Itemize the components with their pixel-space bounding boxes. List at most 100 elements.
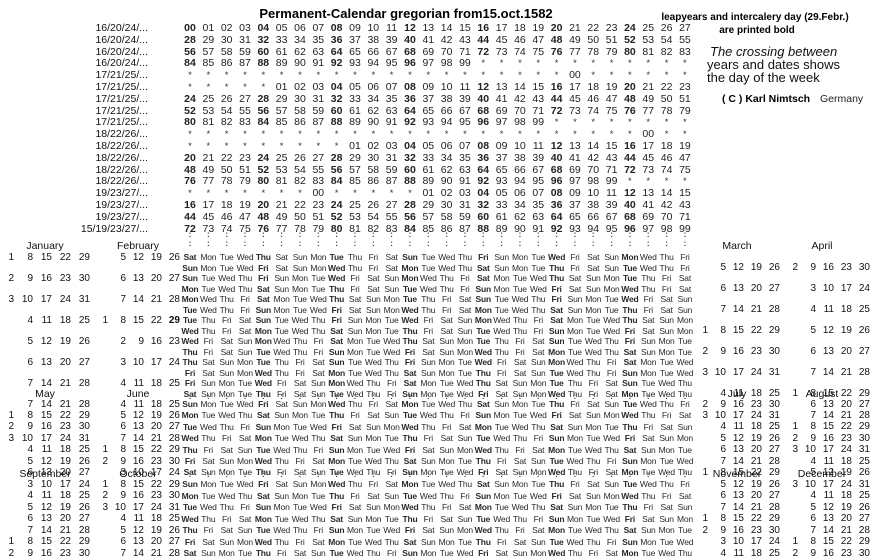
weekday-cell: Wed (566, 536, 584, 547)
weekday-cell: Sun (640, 525, 656, 535)
date-cell: 5 (27, 501, 33, 513)
connector-colon: : (591, 238, 595, 248)
weekday-cell: Thu (586, 367, 601, 378)
year-cell: 87 (385, 175, 398, 188)
weekday-cell: Mon (365, 325, 382, 336)
year-cell: 00 (642, 128, 655, 141)
weekday-cell: Fri (551, 283, 562, 294)
weekday-cell: Wed (401, 502, 419, 512)
year-cell: 95 (385, 57, 398, 70)
connector-colon: : (518, 470, 522, 479)
connector-colon: : (206, 230, 210, 239)
year-cell: 15 (605, 140, 618, 152)
date-cell: 2 (102, 490, 108, 501)
weekday-cell: Wed (676, 367, 694, 378)
weekday-cell: Tue (622, 262, 637, 273)
weekday-cell: Wed (603, 433, 620, 444)
weekday-cell: Fri (184, 367, 196, 378)
date-cell: 3 (702, 409, 708, 421)
date-cell: 4 (720, 388, 726, 399)
weekday-cell: Wed (511, 421, 529, 432)
year-cell: 43 (605, 151, 618, 164)
weekday-cell: Thu (237, 273, 253, 283)
year-cell: 60 (330, 104, 343, 117)
year-cell: 71 (679, 210, 691, 223)
year-cell: 47 (239, 210, 251, 223)
year-cell: 99 (459, 57, 471, 70)
year-cell: 06 (294, 22, 306, 34)
year-cell: 28 (404, 199, 416, 211)
date-cell: 26 (768, 262, 780, 273)
date-cell: 15 (822, 421, 834, 433)
weekday-cell: Sat (605, 378, 618, 388)
weekday-cell: Wed (364, 456, 382, 466)
year-placeholder: * (554, 117, 559, 129)
year-cell: 09 (422, 81, 435, 93)
weekday-cell: Tue (311, 283, 326, 294)
weekday-cell: Wed (511, 304, 529, 315)
date-cell: 5 (120, 524, 126, 536)
year-placeholder: * (664, 70, 669, 82)
year-cell: 64 (404, 104, 416, 117)
weekday-cell: Sun (311, 467, 326, 478)
year-cell: 60 (404, 163, 416, 176)
date-cell: 26 (858, 325, 870, 336)
year-cell: 76 (550, 45, 563, 58)
weekday-cell: Fri (368, 399, 379, 409)
connector-colon: : (408, 230, 412, 239)
year-placeholder: * (664, 117, 669, 129)
weekday-cell: Sat (623, 444, 637, 455)
weekday-cell: Wed (474, 357, 492, 367)
date-cell: 23 (59, 547, 71, 558)
year-placeholder: * (499, 129, 504, 141)
date-cell: 5 (27, 335, 33, 347)
weekday-cell: Thu (237, 410, 253, 421)
weekday-cell: Mon (474, 315, 492, 325)
weekday-cell: Sat (256, 283, 270, 294)
weekday-cell: Thu (255, 467, 271, 478)
weekday-cell: Tue (384, 315, 399, 325)
date-cell: 4 (27, 314, 33, 326)
year-cell: 43 (459, 33, 471, 46)
weekday-cell: Thu (384, 367, 399, 378)
year-cell: 44 (184, 210, 196, 223)
weekday-cell: Tue (219, 262, 234, 273)
date-cell: 20 (59, 466, 71, 478)
weekday-cell: Fri (533, 433, 544, 444)
weekday-cell: Mon (181, 410, 199, 421)
weekday-cell: Fri (386, 548, 397, 558)
century-row-label: 17/21/25/... (95, 69, 148, 82)
weekday-cell: Sat (605, 467, 618, 478)
weekday-cell: Sun (531, 456, 546, 466)
year-cell: 85 (202, 57, 215, 70)
weekday-cell: Sat (440, 433, 453, 444)
weekday-cell: Mon (310, 252, 327, 262)
weekday-cell: Sun (439, 336, 454, 346)
year-cell: 38 (587, 199, 600, 211)
date-cell: 1 (702, 513, 708, 524)
weekday-cell: Wed (218, 490, 236, 501)
date-cell: 8 (27, 409, 33, 421)
weekday-cell: Sat (642, 315, 655, 325)
weekday-cell: Tue (366, 336, 381, 346)
weekday-cell: Wed (309, 304, 327, 315)
weekday-cell: Wed (547, 548, 566, 558)
weekday-cell: Sun (512, 388, 528, 399)
weekday-cell: Thu (274, 357, 289, 367)
weekday-cell: Fri (368, 252, 379, 262)
weekday-cell: Tue (183, 502, 197, 512)
date-cell: 28 (78, 377, 90, 389)
year-cell: 35 (312, 33, 325, 46)
connector-colon: : (426, 230, 430, 239)
weekday-cell: Wed (401, 421, 419, 432)
year-cell: 39 (459, 92, 471, 105)
connector-colon: : (610, 391, 613, 401)
date-cell: 25 (78, 314, 90, 326)
date-cell: 13 (732, 283, 744, 294)
year-cell: 31 (385, 151, 398, 164)
year-cell: 85 (349, 175, 361, 188)
connector-colon: : (280, 238, 283, 248)
date-cell: 6 (120, 272, 126, 284)
date-cell: 10 (822, 283, 834, 294)
weekday-cell: Tue (531, 252, 546, 262)
